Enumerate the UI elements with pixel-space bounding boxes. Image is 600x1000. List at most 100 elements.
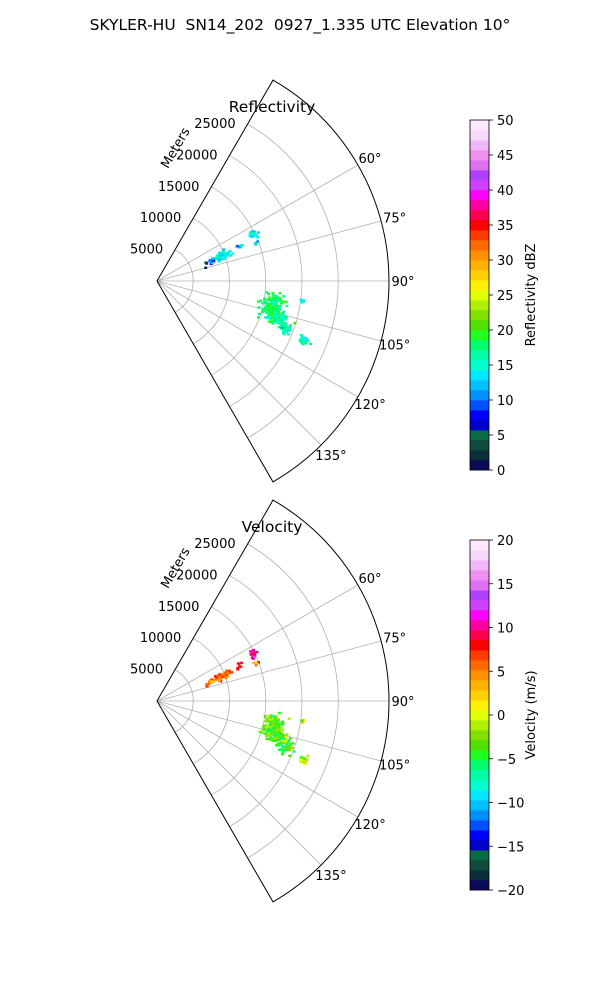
data-point <box>272 294 276 297</box>
data-point <box>285 733 289 736</box>
data-point <box>304 340 308 344</box>
data-point <box>263 299 267 302</box>
data-point <box>300 758 304 761</box>
data-point <box>282 310 286 313</box>
data-point <box>270 319 274 323</box>
colorbar-tick-label: 30 <box>497 254 514 269</box>
colorbar-segment <box>470 450 489 461</box>
data-point <box>265 734 268 737</box>
colorbar-segment <box>470 630 489 641</box>
data-point <box>250 232 254 235</box>
data-point <box>221 672 225 676</box>
data-point <box>269 714 273 717</box>
radial-tick-label: 10000 <box>140 211 181 226</box>
data-point <box>271 292 275 295</box>
colorbar-segment <box>470 180 489 191</box>
data-point <box>276 317 280 320</box>
data-point <box>210 261 214 265</box>
colorbar-segment <box>470 370 489 381</box>
colorbar-segment <box>470 270 489 281</box>
colorbar-tick-label: −10 <box>497 797 524 812</box>
data-point <box>285 304 289 308</box>
colorbar-segment <box>470 220 489 231</box>
data-point <box>309 342 312 346</box>
data-point <box>249 653 253 656</box>
colorbar-segment <box>470 280 489 291</box>
data-point <box>280 326 284 329</box>
colorbar-segment <box>470 400 489 411</box>
colorbar-segment <box>470 850 489 861</box>
colorbar-segment <box>470 750 489 761</box>
colorbar-segment <box>470 840 489 851</box>
data-point <box>274 295 277 299</box>
data-point <box>254 242 258 245</box>
data-point <box>288 754 292 757</box>
colorbar-tick-label: 5 <box>497 429 505 444</box>
data-point <box>248 231 252 234</box>
data-point <box>279 742 283 745</box>
data-point <box>271 724 275 727</box>
data-point <box>288 746 292 749</box>
data-point <box>278 292 282 295</box>
radial-tick-label: 25000 <box>194 537 235 552</box>
data-point <box>279 302 283 305</box>
colorbar-tick-label: 20 <box>497 534 514 549</box>
data-point <box>306 754 310 758</box>
data-point <box>208 259 212 262</box>
data-point <box>257 316 260 319</box>
colorbar-segment <box>470 740 489 751</box>
data-point <box>278 317 282 320</box>
data-point <box>260 729 264 732</box>
data-point <box>280 327 284 330</box>
colorbar-segment <box>470 210 489 221</box>
data-point <box>284 300 288 304</box>
data-point <box>276 725 280 728</box>
data-point <box>289 742 293 746</box>
data-point <box>269 716 272 720</box>
data-point <box>280 723 284 726</box>
angle-tick-label: 90° <box>391 695 414 710</box>
data-point <box>302 341 306 344</box>
data-point <box>217 260 221 263</box>
colorbar-segment <box>470 620 489 631</box>
data-point <box>276 744 280 747</box>
data-point <box>214 678 218 681</box>
colorbar-segment <box>470 150 489 161</box>
data-point <box>289 749 293 752</box>
data-point <box>279 735 283 738</box>
data-point <box>262 297 266 300</box>
data-point <box>227 251 231 254</box>
colorbar-segment <box>470 260 489 271</box>
data-point <box>301 721 305 724</box>
data-point <box>218 251 222 255</box>
data-point <box>210 678 214 681</box>
colorbar-tick-label: −5 <box>497 753 516 768</box>
colorbar-segment <box>470 550 489 561</box>
colorbar-segment <box>470 160 489 171</box>
data-point <box>280 740 284 743</box>
data-point <box>287 739 291 742</box>
data-point <box>271 733 275 736</box>
data-point <box>270 307 274 311</box>
data-point <box>208 681 212 685</box>
data-point <box>218 679 221 682</box>
angle-tick-label: 60° <box>359 572 382 587</box>
data-point <box>229 254 233 257</box>
colorbar-segment <box>470 690 489 701</box>
angular-gridline <box>156 220 382 282</box>
data-point <box>282 295 286 298</box>
data-point <box>287 717 291 720</box>
data-point <box>273 728 276 731</box>
data-point <box>270 310 274 313</box>
data-point <box>221 256 225 259</box>
data-point <box>252 648 256 652</box>
data-point <box>267 725 271 728</box>
data-point <box>266 720 270 723</box>
data-point <box>282 331 285 334</box>
colorbar-tick-label: 45 <box>497 149 514 164</box>
data-point <box>271 306 275 309</box>
data-point <box>281 324 285 327</box>
data-point <box>266 298 270 302</box>
data-point <box>267 730 271 734</box>
colorbar-segment <box>470 810 489 821</box>
